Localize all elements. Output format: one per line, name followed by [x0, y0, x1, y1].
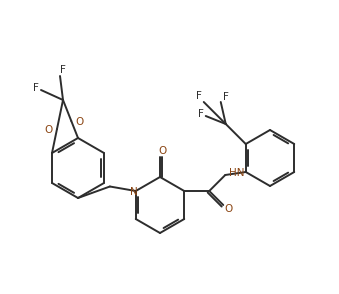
- Text: F: F: [223, 92, 229, 102]
- Text: O: O: [75, 117, 83, 127]
- Text: F: F: [198, 109, 204, 119]
- Text: HN: HN: [229, 168, 245, 178]
- Text: F: F: [196, 91, 202, 101]
- Text: F: F: [33, 83, 39, 93]
- Text: O: O: [158, 146, 166, 156]
- Text: O: O: [224, 204, 232, 214]
- Text: N: N: [130, 187, 138, 197]
- Text: O: O: [45, 125, 53, 135]
- Text: F: F: [60, 65, 66, 75]
